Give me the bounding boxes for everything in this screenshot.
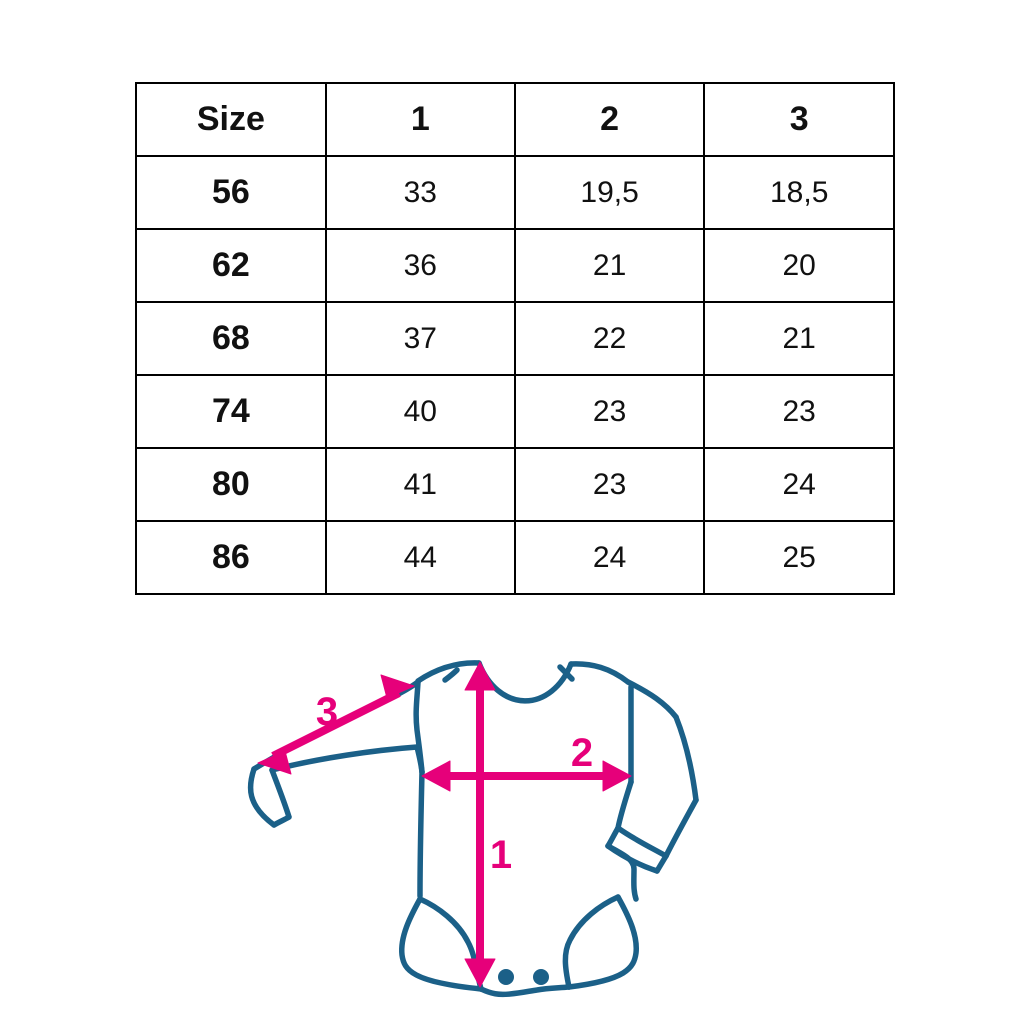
svg-text:2: 2 <box>571 731 593 775</box>
svg-text:3: 3 <box>316 690 338 734</box>
svg-text:1: 1 <box>490 833 512 877</box>
